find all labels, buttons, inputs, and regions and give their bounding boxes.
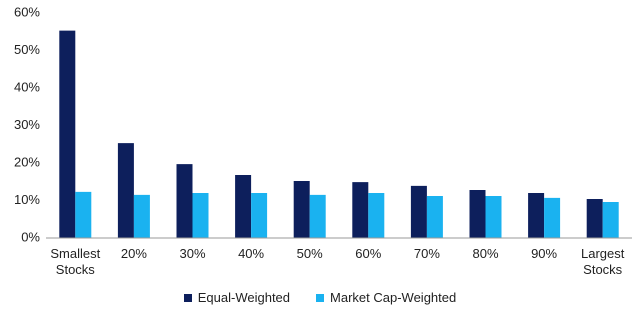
x-tick-label: 30% (179, 246, 206, 261)
legend-swatch (183, 293, 192, 302)
bar (544, 197, 561, 238)
bar (368, 193, 385, 238)
legend-item: Market Cap-Weighted (316, 290, 456, 305)
bar (352, 182, 369, 238)
bar (176, 164, 193, 238)
x-tick-label: 80% (472, 246, 499, 261)
bar (528, 193, 545, 238)
bar (251, 193, 268, 238)
x-tick-label: 70% (413, 246, 440, 261)
y-tick-label: 0% (21, 229, 40, 244)
y-tick-label: 20% (14, 154, 40, 169)
x-tick-label: Smallest Stocks (50, 246, 101, 277)
y-tick-label: 60% (14, 4, 40, 19)
y-tick-label: 50% (14, 42, 40, 57)
x-tick-label: 20% (120, 246, 147, 261)
bar (426, 196, 443, 238)
legend: Equal-Weighted Market Cap-Weighted (0, 290, 640, 305)
y-tick-label: 40% (14, 79, 40, 94)
legend-swatch (316, 293, 325, 302)
x-tick-label: 60% (355, 246, 382, 261)
bar (133, 194, 150, 238)
bar (75, 191, 92, 238)
x-tick-label: 90% (531, 246, 558, 261)
bar (192, 193, 209, 238)
bar (469, 190, 486, 238)
legend-label: Equal-Weighted (197, 290, 291, 305)
y-tick-label: 10% (14, 192, 40, 207)
bar (586, 199, 603, 238)
bar (309, 194, 326, 238)
bar (410, 185, 427, 238)
legend-label: Market Cap-Weighted (330, 290, 457, 305)
x-tick-label: 50% (296, 246, 323, 261)
x-tick-label: Largest Stocks (581, 246, 625, 277)
bar (293, 181, 310, 238)
bar (485, 196, 502, 238)
x-tick-label: 40% (238, 246, 265, 261)
bar (602, 202, 619, 238)
bar (59, 30, 76, 238)
legend-item: Equal-Weighted (183, 290, 291, 305)
bar (117, 143, 134, 238)
bar (235, 175, 252, 238)
y-tick-label: 30% (14, 117, 40, 132)
